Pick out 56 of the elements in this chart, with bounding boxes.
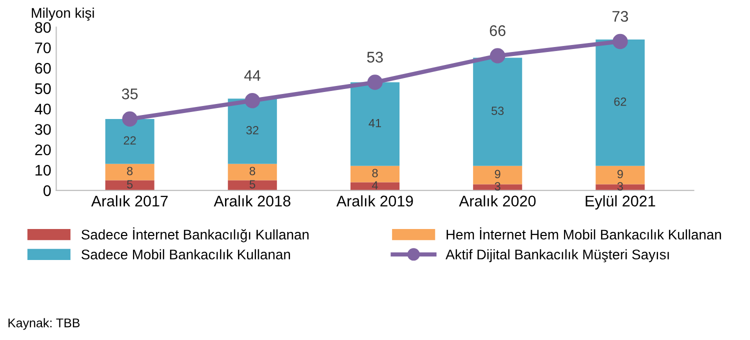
bar <box>596 39 645 166</box>
data-label: 41 <box>368 119 381 128</box>
data-label: 8 <box>250 166 256 176</box>
bar <box>228 98 277 164</box>
data-label: 4 <box>372 181 378 190</box>
bar <box>473 58 522 166</box>
legend-label: Sadece İnternet Bankacılığı Kullanan <box>82 227 309 242</box>
y-axis-title: Milyon kişi <box>32 8 94 21</box>
bar <box>350 166 400 182</box>
data-label: 9 <box>494 170 500 178</box>
legend-label: Aktif Dijital Bankacılık Müşteri Sayısı <box>446 249 669 262</box>
data-label: 53 <box>367 52 383 63</box>
y-tick-label: 80 <box>35 22 51 33</box>
bar <box>105 180 154 190</box>
bar <box>350 182 400 190</box>
data-label: 3 <box>494 182 500 191</box>
data-label: 73 <box>612 10 628 22</box>
data-label: 62 <box>614 97 626 106</box>
data-label: 5 <box>126 180 133 188</box>
data-label: 3 <box>617 182 623 191</box>
point <box>367 74 383 90</box>
point <box>244 93 260 108</box>
data-label: 66 <box>490 25 506 36</box>
data-label: 32 <box>246 126 258 134</box>
data-label: 8 <box>127 166 133 176</box>
bar <box>105 119 154 164</box>
bar <box>228 164 277 180</box>
x-tick-label: Aralık 2019 <box>336 195 413 206</box>
y-tick-label: 20 <box>35 144 51 156</box>
bar <box>350 82 400 166</box>
legend-label: Sadece Mobil Bankacılık Kullanan <box>82 249 290 260</box>
x-tick-label: Aralık 2020 <box>458 195 536 206</box>
legend-label: Hem İnternet Hem Mobil Bankacılık Kullanan <box>446 227 721 240</box>
data-label: 8 <box>372 168 378 178</box>
point <box>490 48 506 64</box>
bar <box>228 180 277 190</box>
bar <box>105 164 154 180</box>
data-label: 44 <box>244 70 260 81</box>
data-label: 53 <box>492 106 504 116</box>
x-tick-label: Aralık 2018 <box>214 195 290 206</box>
point <box>612 34 628 50</box>
y-tick-label: 10 <box>36 164 51 176</box>
y-tick-label: 40 <box>34 104 51 114</box>
data-label: 35 <box>122 88 138 100</box>
point <box>122 111 138 127</box>
x-tick-label: Eylül 2021 <box>586 195 656 210</box>
data-label: 9 <box>617 170 623 178</box>
y-tick-label: 30 <box>34 124 51 135</box>
y-tick-label: 60 <box>35 62 51 74</box>
y-tick-label: 0 <box>43 185 51 196</box>
text: Kaynak: TBB <box>8 318 80 330</box>
y-tick-label: 50 <box>35 83 51 94</box>
y-tick-label: 70 <box>35 42 51 54</box>
x-tick-label: Aralık 2017 <box>91 195 168 206</box>
data-label: 5 <box>250 180 256 188</box>
data-label: 22 <box>124 136 136 144</box>
